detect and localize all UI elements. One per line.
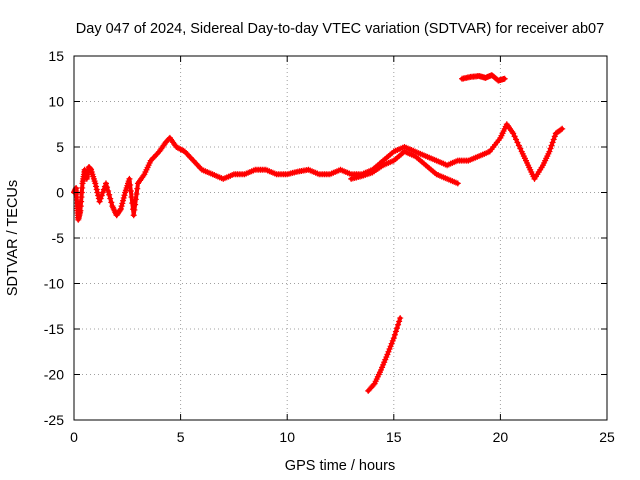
x-tick-label: 25 [599,429,615,445]
data-point [120,197,127,204]
data-point [395,321,402,328]
x-tick-label: 15 [386,429,402,445]
data-point [132,196,139,203]
data-point [558,126,565,133]
data-point [513,136,520,143]
data-point [510,130,517,137]
x-tick-label: 0 [70,429,78,445]
data-point [104,184,111,191]
data-point [501,75,508,82]
y-tick-label: 15 [48,48,64,64]
y-tick-label: 0 [56,185,64,201]
data-point [119,200,126,207]
data-point [388,340,395,347]
plot-area-border [73,55,608,421]
data-point [393,325,400,332]
data-point [549,139,556,146]
data-point [94,189,101,196]
data-point [396,318,403,325]
tick-labels: 0 5 10 15 20 25 -25 -20 -15 -10 -5 0 5 10 15 [44,48,615,445]
x-tick-label: 10 [279,429,295,445]
data-point [93,183,100,190]
x-tick-label: 20 [493,429,509,445]
data-point [108,199,115,206]
data-point [127,187,134,194]
y-tick-label: -15 [44,321,64,337]
data-point [391,331,398,338]
data-point [515,142,522,149]
data-point [134,185,141,192]
data-point [559,125,566,132]
data-point [132,201,139,208]
data-point [131,206,138,213]
series-main-trace [71,121,566,223]
data-point [384,351,391,358]
chart-title: Day 047 of 2024, Sidereal Day-to-day VTE… [76,21,604,37]
data-point [385,348,392,355]
data-point [550,136,557,143]
data-point [93,186,100,193]
y-tick-label: -10 [44,276,64,292]
data-point [546,148,553,155]
data-point [389,337,396,344]
y-tick-label: -20 [44,367,64,383]
series-low-segment [365,315,404,394]
data-point [126,175,133,182]
y-tick-label: -25 [44,412,64,428]
data-point [133,191,140,198]
data-point [107,195,114,202]
x-axis-title: GPS time / hours [285,458,395,474]
data-point [121,192,128,199]
series-secondary-trace [348,148,461,187]
data-point [97,195,104,202]
data-point [511,133,518,140]
y-tick-label: 10 [48,94,64,110]
data-point [117,205,124,212]
series-high-segment [459,72,508,84]
grid-lines [74,56,607,420]
data-point [514,139,521,146]
y-tick-label: 5 [56,139,64,155]
y-tick-label: -5 [52,230,65,246]
data-point [130,212,137,219]
data-point [106,191,113,198]
data-point [548,142,555,149]
data-point [92,180,99,187]
data-point [387,343,394,350]
data-point [547,145,554,152]
data-series [71,72,566,394]
data-point [370,381,377,388]
data-point [128,194,135,201]
x-tick-label: 5 [177,429,185,445]
data-point [118,203,125,210]
data-point [102,180,109,187]
axis-ticks [73,55,608,421]
data-point [386,346,393,353]
data-point [517,145,524,152]
data-point [397,315,404,322]
data-point [392,328,399,335]
data-point [454,180,461,187]
data-point [100,186,107,193]
data-point [96,198,103,205]
data-point [551,133,558,140]
data-point [105,187,112,194]
data-point [127,181,134,188]
data-point [117,206,124,213]
data-point [120,194,127,201]
data-point [390,335,397,342]
y-axis-title: SDTVAR / TECUs [5,180,21,296]
data-point [99,189,106,196]
data-point [98,192,105,199]
